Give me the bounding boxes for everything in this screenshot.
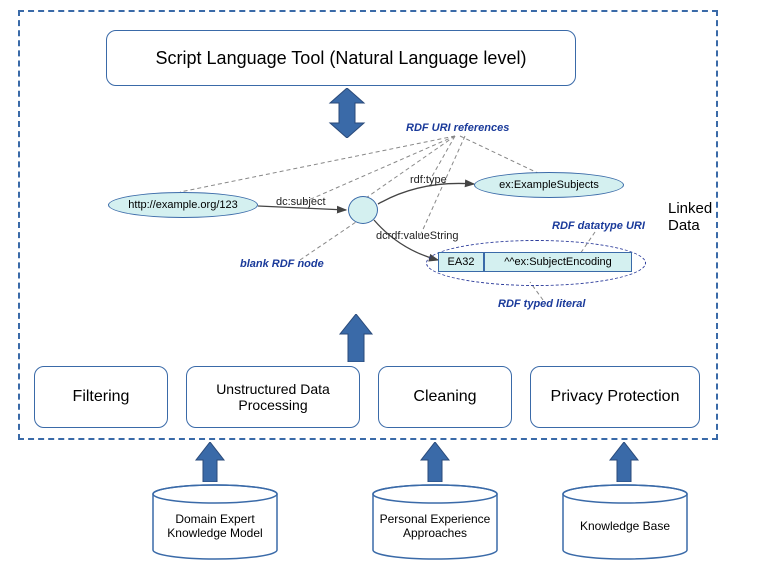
rdf-graph-edges (0, 0, 783, 340)
rdf-typed-literal-text: RDF typed literal (498, 298, 585, 310)
unstructured-data-label: Unstructured Data Processing (195, 381, 351, 413)
cylinder-personal-exp-label: Personal Experience Approaches (370, 504, 500, 540)
cylinder-domain-expert-label: Domain Expert Knowledge Model (150, 504, 280, 540)
up-arrow-3-icon (608, 442, 640, 482)
privacy-protection-label: Privacy Protection (551, 388, 680, 406)
up-arrow-2-icon (419, 442, 451, 482)
rdf-datatype-uri-label: RDF datatype URI (552, 220, 645, 232)
cylinder-knowledge-base: Knowledge Base (560, 484, 690, 560)
cylinder-domain-expert: Domain Expert Knowledge Model (150, 484, 280, 560)
edge-dc-subject-text: dc:subject (276, 196, 326, 208)
edge-rdf-type: rdf:type (410, 174, 447, 186)
node-subject-encoding-label: ^^ex:SubjectEncoding (504, 256, 612, 268)
edge-value-string: dcrdf:valueString (376, 230, 459, 242)
node-blank (348, 196, 378, 224)
up-arrow-mid-icon (338, 314, 374, 362)
filtering-label: Filtering (73, 388, 130, 406)
rdf-uri-refs-text: RDF URI references (406, 122, 509, 134)
node-example-url-label: http://example.org/123 (128, 199, 237, 211)
filtering-box: Filtering (34, 366, 168, 428)
edge-rdf-type-text: rdf:type (410, 174, 447, 186)
node-ea32-label: EA32 (448, 256, 475, 268)
node-example-subjects: ex:ExampleSubjects (474, 172, 624, 198)
up-arrow-1-icon (194, 442, 226, 482)
node-subject-encoding: ^^ex:SubjectEncoding (484, 252, 632, 272)
privacy-protection-box: Privacy Protection (530, 366, 700, 428)
node-ea32: EA32 (438, 252, 484, 272)
rdf-typed-literal-label: RDF typed literal (498, 298, 585, 310)
edge-value-string-text: dcrdf:valueString (376, 230, 459, 242)
cleaning-box: Cleaning (378, 366, 512, 428)
node-example-subjects-label: ex:ExampleSubjects (499, 179, 599, 191)
rdf-datatype-uri-text: RDF datatype URI (552, 220, 645, 232)
edge-dc-subject: dc:subject (276, 196, 326, 208)
blank-rdf-node-label: blank RDF node (240, 258, 324, 270)
cleaning-label: Cleaning (413, 388, 476, 406)
node-example-url: http://example.org/123 (108, 192, 258, 218)
cylinder-knowledge-base-label: Knowledge Base (580, 511, 670, 533)
rdf-uri-references-label: RDF URI references (406, 122, 509, 134)
blank-rdf-node-text: blank RDF node (240, 258, 324, 270)
cylinder-personal-exp: Personal Experience Approaches (370, 484, 500, 560)
unstructured-data-box: Unstructured Data Processing (186, 366, 360, 428)
